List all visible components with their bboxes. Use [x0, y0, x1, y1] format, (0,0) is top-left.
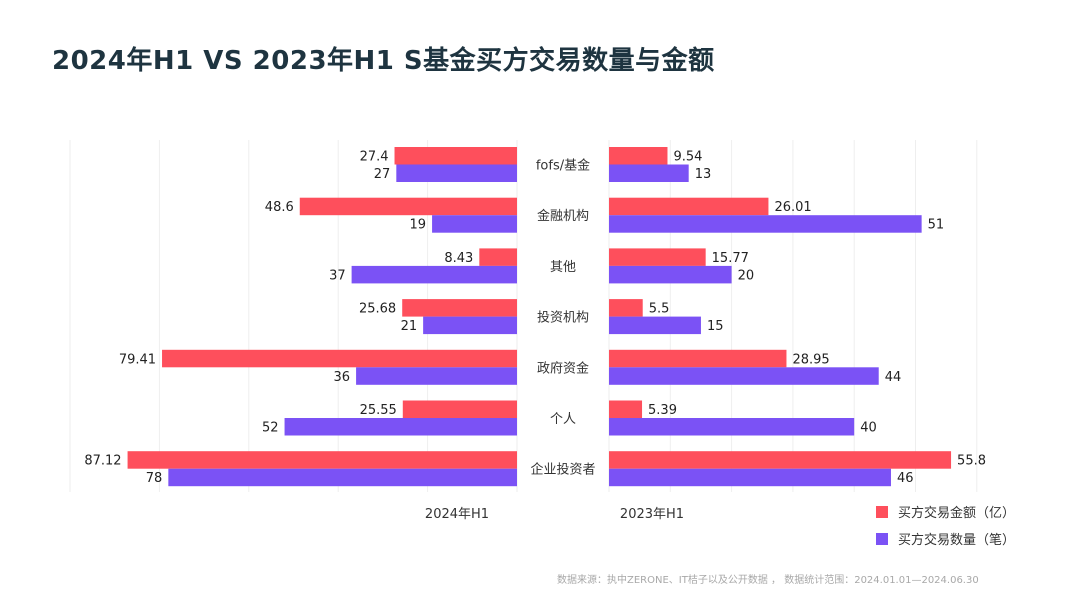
count-bar-2023 — [609, 215, 922, 233]
count-bar-2023 — [609, 265, 732, 284]
amount-bar-2023 — [609, 248, 706, 266]
category-label: 投资机构 — [537, 310, 589, 326]
panel-label-2024: 2024年H1 — [425, 507, 489, 522]
data-label: 15 — [707, 319, 724, 334]
data-label: 19 — [410, 218, 427, 233]
count-bar-2023 — [609, 316, 701, 335]
amount-bar-2023 — [609, 197, 769, 216]
data-label: 25.55 — [360, 403, 397, 418]
data-label: 8.43 — [444, 251, 473, 266]
count-bar-2024 — [423, 316, 517, 335]
data-label: 40 — [860, 421, 877, 436]
count-bar-2024 — [432, 215, 517, 233]
data-label: 15.77 — [712, 251, 749, 266]
count-bar-2023 — [609, 367, 879, 385]
count-bar-2024 — [351, 265, 517, 284]
data-label: 28.95 — [792, 352, 829, 367]
data-label: 52 — [262, 421, 279, 436]
count-bar-2024 — [168, 468, 517, 487]
legend-entry: 买方交易数量（笔） — [898, 532, 1015, 548]
data-label: 46 — [897, 471, 914, 486]
data-label: 55.8 — [957, 454, 986, 469]
amount-bar-2023 — [609, 400, 643, 418]
data-label: 87.12 — [84, 454, 121, 469]
data-label: 25.68 — [359, 302, 396, 317]
data-label: 48.6 — [265, 200, 294, 215]
legend-entry: 买方交易金额（亿） — [898, 505, 1015, 521]
count-bar-2023 — [609, 468, 891, 487]
category-label: 金融机构 — [537, 208, 589, 224]
category-label: fofs/基金 — [536, 158, 590, 174]
count-bar-2023 — [609, 418, 855, 436]
data-label: 27 — [374, 167, 391, 182]
amount-bar-2024 — [127, 451, 517, 469]
data-label: 5.39 — [648, 403, 677, 418]
panel-label-2023: 2023年H1 — [620, 507, 684, 522]
amount-bar-2024 — [299, 197, 517, 216]
amount-bar-2024 — [479, 248, 517, 266]
data-label: 26.01 — [774, 200, 811, 215]
legend-swatch-1 — [876, 533, 888, 545]
count-bar-2023 — [609, 164, 689, 182]
data-label: 44 — [885, 370, 902, 385]
amount-bar-2024 — [394, 147, 517, 165]
data-label: 21 — [401, 319, 418, 334]
data-label: 37 — [329, 268, 346, 283]
data-source-note: 数据来源：执中ZERONE、IT桔子以及公开数据 ， 数据统计范围：2024.0… — [557, 575, 979, 586]
amount-bar-2023 — [609, 349, 787, 368]
amount-bar-2024 — [402, 299, 517, 317]
amount-bar-2024 — [162, 349, 517, 368]
data-label: 9.54 — [673, 150, 702, 165]
data-label: 13 — [695, 167, 712, 182]
category-label: 个人 — [550, 412, 576, 427]
legend-swatch-0 — [876, 506, 888, 518]
count-bar-2024 — [356, 367, 517, 385]
category-label: 其他 — [550, 260, 576, 275]
category-label: 企业投资者 — [530, 462, 595, 478]
amount-bar-2023 — [609, 147, 668, 165]
chart-title: 2024年H1 VS 2023年H1 S基金买方交易数量与金额 — [52, 46, 715, 76]
data-label: 36 — [334, 370, 351, 385]
amount-bar-2024 — [402, 400, 517, 418]
data-label: 5.5 — [649, 302, 670, 317]
data-label: 20 — [738, 268, 755, 283]
data-label: 51 — [928, 218, 945, 233]
count-bar-2024 — [284, 418, 517, 436]
data-label: 78 — [146, 471, 163, 486]
count-bar-2024 — [396, 164, 517, 182]
amount-bar-2023 — [609, 299, 643, 317]
data-label: 27.4 — [360, 150, 389, 165]
data-label: 79.41 — [119, 352, 156, 367]
category-label: 政府资金 — [537, 360, 589, 376]
amount-bar-2023 — [609, 451, 952, 469]
